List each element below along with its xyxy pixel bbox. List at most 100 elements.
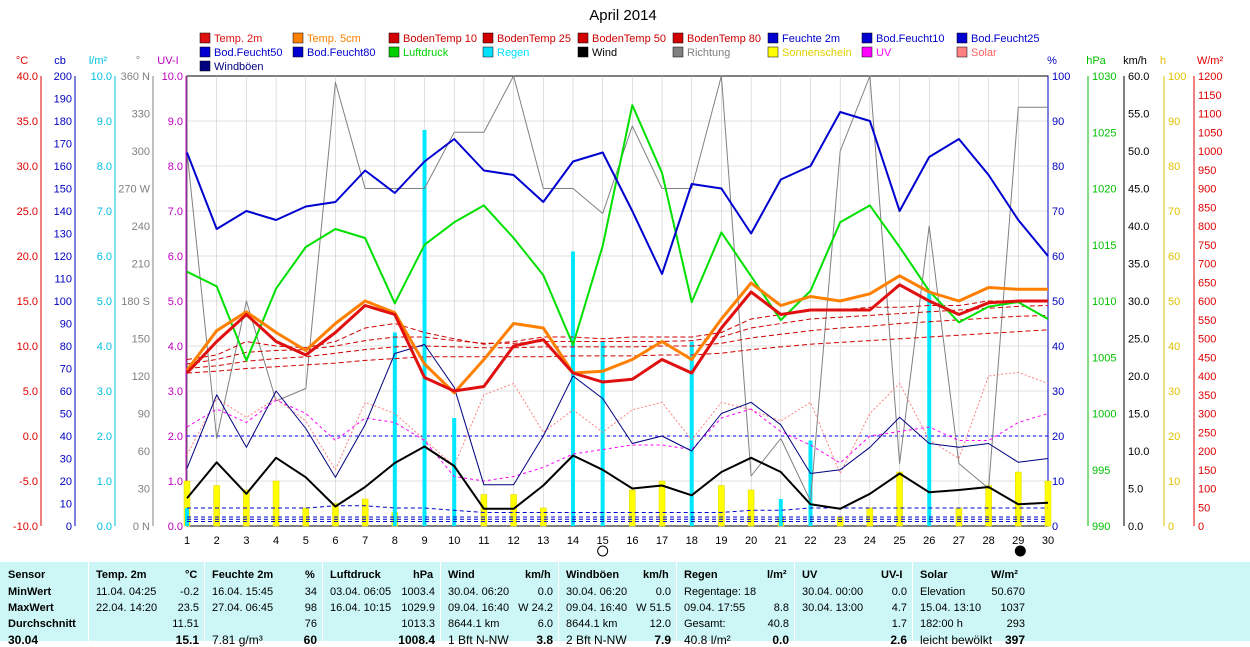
axis-6-tick-8: 1030 bbox=[1092, 71, 1116, 83]
solar-elevation: 50.670 bbox=[991, 586, 1025, 598]
axis-4-tick-2: 2.0 bbox=[168, 431, 183, 443]
boeen-distance: 8644.1 km bbox=[566, 618, 618, 630]
series-bodentemp-50 bbox=[186, 314, 1049, 369]
axis-3-tick-11: 330 bbox=[132, 109, 150, 121]
axis-unit-9: W/m² bbox=[1197, 55, 1224, 67]
col-regen: Regen l/m² Regentage: 18 09.04. 17:55 8.… bbox=[676, 562, 795, 647]
header-sensor: Sensor bbox=[8, 569, 46, 581]
rain-bar-22 bbox=[808, 440, 813, 526]
axis-unit-6: hPa bbox=[1086, 55, 1106, 67]
x-tick-20: 20 bbox=[745, 535, 757, 547]
chart-title: April 2014 bbox=[589, 7, 657, 24]
header-wind: Wind bbox=[448, 569, 475, 581]
feuchte-current-abs: 7.81 g/m³ bbox=[212, 633, 263, 647]
solar-current: 397 bbox=[1004, 633, 1025, 647]
axis-5-tick-10: 100 bbox=[1052, 71, 1070, 83]
axis-4-tick-0: 0.0 bbox=[168, 521, 183, 533]
plot-area bbox=[183, 75, 1052, 527]
legend-swatch-8 bbox=[956, 32, 968, 44]
axis-2-tick-1: 1.0 bbox=[97, 476, 112, 488]
wind-current-bft: 1 Bft N-NW bbox=[448, 633, 509, 647]
regen-total-label: Gesamt: bbox=[684, 618, 726, 630]
axis-9-tick-14: 700 bbox=[1198, 259, 1216, 271]
axis-6-tick-3: 1005 bbox=[1092, 352, 1116, 364]
wind-min: 0.0 bbox=[537, 586, 553, 598]
legend-label-2: BodenTemp 10 bbox=[403, 33, 477, 45]
feuchte-max-time: 27.04. 06:45 bbox=[212, 602, 274, 614]
series-bod-feucht10 bbox=[187, 505, 1048, 513]
sunshine-bar-7 bbox=[361, 498, 369, 527]
axis-5-tick-6: 60 bbox=[1052, 251, 1064, 263]
x-tick-3: 3 bbox=[243, 535, 249, 547]
header-regen: Regen bbox=[684, 569, 718, 581]
x-tick-4: 4 bbox=[273, 535, 279, 547]
boeen-avg: 12.0 bbox=[649, 618, 671, 630]
series-richtung bbox=[186, 75, 1048, 502]
series-bodentemp-10 bbox=[186, 300, 1048, 360]
wind-max: W 24.2 bbox=[518, 602, 553, 614]
axis-2-tick-5: 5.0 bbox=[97, 296, 112, 308]
x-tick-29: 29 bbox=[1012, 535, 1024, 547]
feuchte-max: 98 bbox=[304, 602, 317, 614]
rain-bar-10 bbox=[452, 418, 457, 526]
axis-2-tick-4: 4.0 bbox=[97, 341, 112, 353]
axis-6-tick-4: 1010 bbox=[1092, 296, 1116, 308]
col-temp: Temp. 2m °C 11.04. 04:25 -0.2 22.04. 14:… bbox=[88, 562, 205, 647]
axis-7-tick-0: 0.0 bbox=[1128, 521, 1143, 533]
feuchte-current: 60 bbox=[303, 633, 317, 647]
axis-unit-4: UV-I bbox=[157, 55, 178, 67]
axis-4-tick-7: 7.0 bbox=[168, 206, 183, 218]
axis-3-tick-6: 180 S bbox=[121, 296, 150, 308]
axis-2-tick-8: 8.0 bbox=[97, 161, 112, 173]
unit-uv: UV-I bbox=[881, 569, 903, 581]
axis-3-tick-12: 360 N bbox=[121, 71, 150, 83]
axis-0-tick-7: 25.0 bbox=[17, 206, 38, 218]
axis-4-tick-8: 8.0 bbox=[168, 161, 183, 173]
axis-9-tick-1: 50 bbox=[1198, 502, 1210, 514]
new-moon-icon bbox=[1014, 545, 1026, 557]
col-feuchte: Feuchte 2m % 16.04. 15:45 34 27.04. 06:4… bbox=[204, 562, 323, 647]
axis-1-tick-8: 80 bbox=[60, 341, 72, 353]
axis-1-tick-0: 0 bbox=[66, 521, 72, 533]
axis-1-tick-10: 100 bbox=[54, 296, 72, 308]
sunshine-bar-2 bbox=[213, 485, 220, 527]
legend-swatch-3 bbox=[482, 32, 494, 44]
series-wind bbox=[186, 445, 1049, 510]
axis-0-tick-9: 35.0 bbox=[17, 116, 38, 128]
sunshine-bar-28 bbox=[985, 485, 992, 527]
axis-8-tick-5: 50 bbox=[1168, 296, 1180, 308]
luftdruck-avg: 1013.3 bbox=[401, 618, 435, 630]
axis-2-tick-0: 0.0 bbox=[97, 521, 112, 533]
axis-9-tick-5: 250 bbox=[1198, 427, 1216, 439]
axis-8-tick-7: 70 bbox=[1168, 206, 1180, 218]
uv-min-time: 30.04. 00:00 bbox=[802, 586, 864, 598]
axis-5-tick-9: 90 bbox=[1052, 116, 1064, 128]
axis-unit-1: cb bbox=[54, 55, 66, 67]
axis-1-tick-18: 180 bbox=[54, 116, 72, 128]
axis-9-tick-9: 450 bbox=[1198, 352, 1216, 364]
axis-1-tick-13: 130 bbox=[54, 229, 72, 241]
axis-4-tick-6: 6.0 bbox=[168, 251, 183, 263]
col-wind: Wind km/h 30.04. 06:20 0.0 09.04. 16:40 … bbox=[440, 562, 559, 647]
axis-5-tick-3: 30 bbox=[1052, 386, 1064, 398]
series-bodentemp-25 bbox=[186, 305, 1049, 365]
legend-swatch-9 bbox=[199, 46, 211, 58]
rain-bar-21 bbox=[778, 499, 783, 526]
row-label-avg: Durchschnitt bbox=[8, 618, 76, 630]
header-solar: Solar bbox=[920, 569, 948, 581]
uv-current: 2.6 bbox=[890, 633, 907, 647]
boeen-min: 0.0 bbox=[655, 586, 671, 598]
feuchte-min-time: 16.04. 15:45 bbox=[212, 586, 274, 598]
axis-2-tick-10: 10.0 bbox=[91, 71, 112, 83]
regen-max: 8.8 bbox=[773, 602, 789, 614]
sunshine-bar-20 bbox=[747, 489, 755, 527]
x-tick-25: 25 bbox=[893, 535, 905, 547]
axis-8-tick-6: 60 bbox=[1168, 251, 1180, 263]
legend-label-7: Bod.Feucht10 bbox=[876, 33, 945, 45]
weather-chart: Temp. 2m Temp. 5cm BodenTemp 10 BodenTemp 2… bbox=[13, 7, 1224, 557]
axis-5-tick-0: 0 bbox=[1052, 521, 1058, 533]
x-tick-5: 5 bbox=[303, 535, 309, 547]
boeen-max-time: 09.04. 16:40 bbox=[566, 602, 628, 614]
luftdruck-max: 1029.9 bbox=[401, 602, 435, 614]
axis-3-tick-3: 90 bbox=[138, 409, 150, 421]
